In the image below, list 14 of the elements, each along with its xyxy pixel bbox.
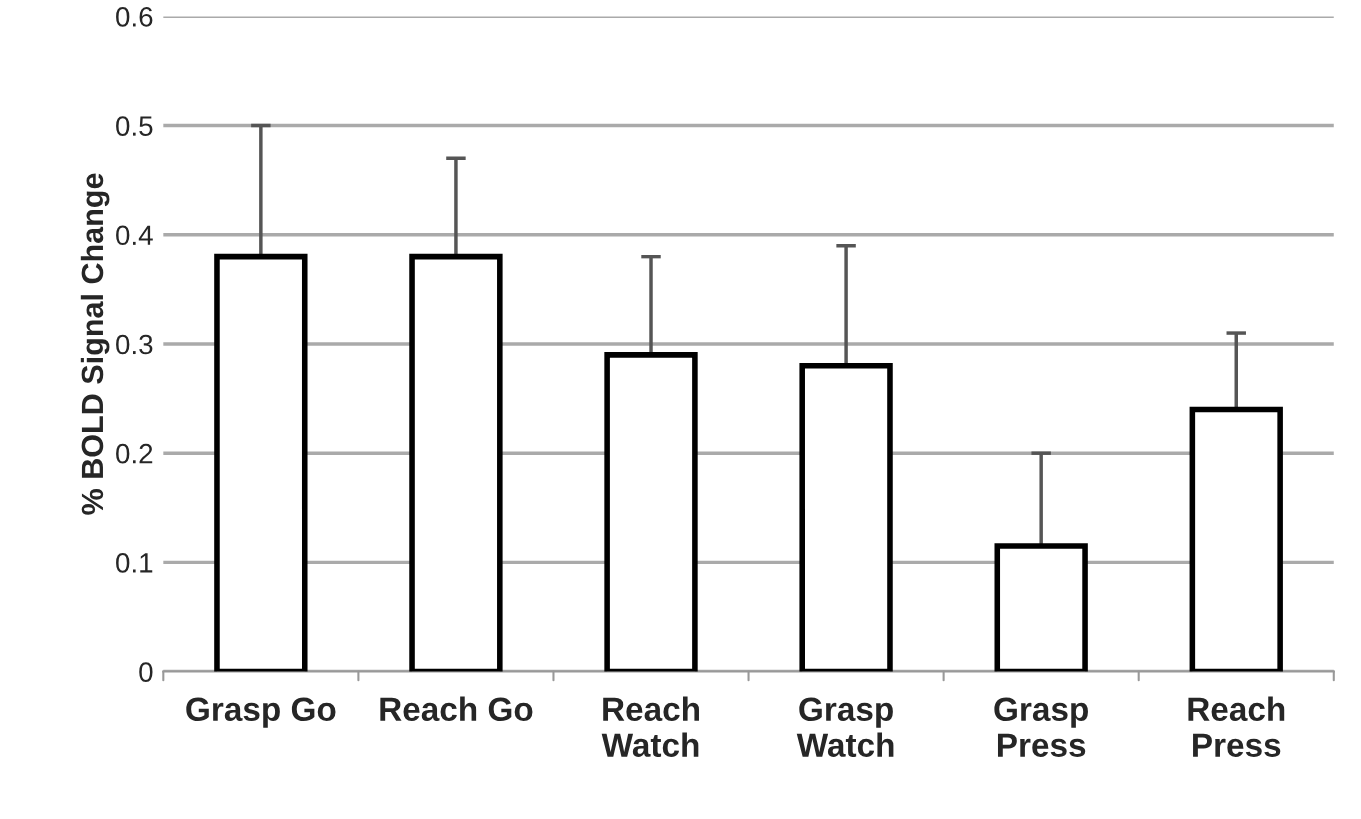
x-tick-label: Reach Press	[1188, 696, 1285, 757]
y-axis-title: % BOLD Signal Change	[80, 173, 110, 515]
y-tick-label: 0.5	[116, 116, 153, 136]
y-tick-label: 0	[139, 662, 153, 682]
x-tick-label: Grasp Press	[994, 697, 1088, 757]
y-tick-label: 0.6	[116, 7, 153, 27]
y-tick-label: 0.1	[116, 553, 153, 573]
x-tick-label: Grasp Watch	[796, 697, 894, 757]
x-tick-label: Reach Go	[380, 696, 533, 722]
y-tick-label: 0.4	[116, 225, 153, 246]
y-tick-label: 0.3	[116, 334, 153, 355]
x-tick-label: Grasp Go	[186, 697, 336, 728]
x-tick-label: Reach Watch	[601, 696, 699, 757]
y-tick-label: 0.2	[116, 443, 153, 464]
